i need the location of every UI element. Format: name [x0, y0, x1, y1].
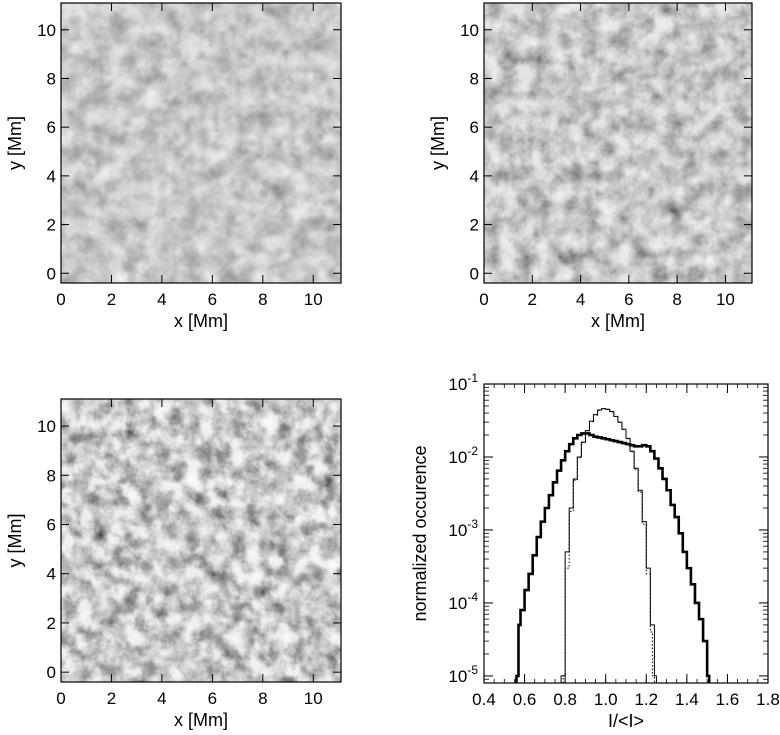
y-tick-label: 8: [47, 69, 56, 88]
x-tick-label: 2: [107, 689, 116, 708]
x-tick-label: 0.4: [472, 690, 496, 709]
x-tick-label: 4: [576, 290, 585, 309]
plot-frame: [483, 2, 753, 284]
x-tick-label: 1.0: [594, 690, 618, 709]
x-tick-label: 0: [479, 290, 488, 309]
y-tick-label: 10-5: [448, 663, 478, 686]
y-axis-label: normalized occurence: [410, 445, 430, 621]
y-tick-label: 6: [47, 118, 56, 137]
panel-top-right: 0 2 4 6 8 10 0 2 4 6 8 10 x [Mm] y [Mm]: [428, 2, 753, 331]
x-axis-label: x [Mm]: [174, 311, 228, 331]
histogram-series-thick: [515, 432, 711, 683]
y-axis-label: y [Mm]: [428, 116, 448, 170]
y-tick-label: 10: [460, 21, 479, 40]
x-tick-label: 6: [208, 689, 217, 708]
x-tick-label: 10: [304, 290, 323, 309]
plot-frame: [60, 2, 342, 284]
y-tick-label: 10: [37, 21, 56, 40]
y-tick-label: 0: [47, 264, 56, 283]
x-tick-label: 10: [716, 290, 735, 309]
histogram-series-dotted: [562, 408, 655, 683]
plot-frame: [60, 398, 342, 683]
y-tick-label: 6: [470, 118, 479, 137]
x-tick-label: 1.2: [634, 690, 658, 709]
x-tick-label: 0.8: [553, 690, 577, 709]
y-tick-label: 2: [470, 216, 479, 235]
y-tick-label: 10-4: [448, 590, 478, 613]
y-tick-label: 8: [47, 466, 56, 485]
panel-top-left: 0 2 4 6 8 10 0 2 4 6 8 10 x [Mm] y [Mm]: [5, 2, 342, 331]
x-tick-label: 2: [528, 290, 537, 309]
y-tick-label: 0: [47, 663, 56, 682]
y-tick-label: 2: [47, 216, 56, 235]
x-tick-label: 8: [258, 290, 267, 309]
y-tick-label: 10: [37, 417, 56, 436]
granulation-image: [484, 3, 752, 283]
x-tick-label: 1.6: [716, 690, 740, 709]
y-axis-label: y [Mm]: [5, 116, 25, 170]
granulation-image: [61, 399, 341, 682]
y-tick-label: 4: [47, 565, 56, 584]
x-tick-label: 1.8: [756, 690, 780, 709]
y-tick-label: 10-1: [448, 371, 478, 394]
x-tick-label: 8: [258, 689, 267, 708]
x-tick-label: 4: [157, 290, 166, 309]
x-axis-label: x [Mm]: [591, 311, 645, 331]
y-tick-label: 8: [470, 69, 479, 88]
panel-bottom-left: 0 2 4 6 8 10 0 2 4 6 8 10 x [Mm] y [Mm]: [5, 398, 342, 730]
x-tick-label: 4: [157, 689, 166, 708]
y-axis-label: y [Mm]: [5, 514, 25, 568]
x-tick-label: 6: [208, 290, 217, 309]
x-tick-label: 10: [304, 689, 323, 708]
y-tick-label: 2: [47, 614, 56, 633]
x-tick-label: 8: [672, 290, 681, 309]
x-tick-label: 0.6: [513, 690, 537, 709]
y-tick-label: 6: [47, 516, 56, 535]
x-tick-label: 0: [56, 290, 65, 309]
x-tick-label: 6: [624, 290, 633, 309]
x-tick-label: 0: [56, 689, 65, 708]
y-tick-label: 10-3: [448, 517, 478, 540]
y-tick-label: 4: [470, 167, 479, 186]
x-tick-label: 2: [107, 290, 116, 309]
x-axis-label: I/<I>: [608, 711, 644, 731]
y-tick-label: 0: [470, 264, 479, 283]
granulation-image: [61, 3, 341, 283]
y-tick-label: 4: [47, 167, 56, 186]
panel-bottom-right: 0.4 0.6 0.8 1.0 1.2 1.4 1.6 1.8 10-1 10-2 10-3 10-4…: [410, 371, 780, 731]
x-axis-label: x [Mm]: [174, 710, 228, 730]
y-tick-label: 10-2: [448, 444, 478, 467]
x-tick-label: 1.4: [675, 690, 699, 709]
